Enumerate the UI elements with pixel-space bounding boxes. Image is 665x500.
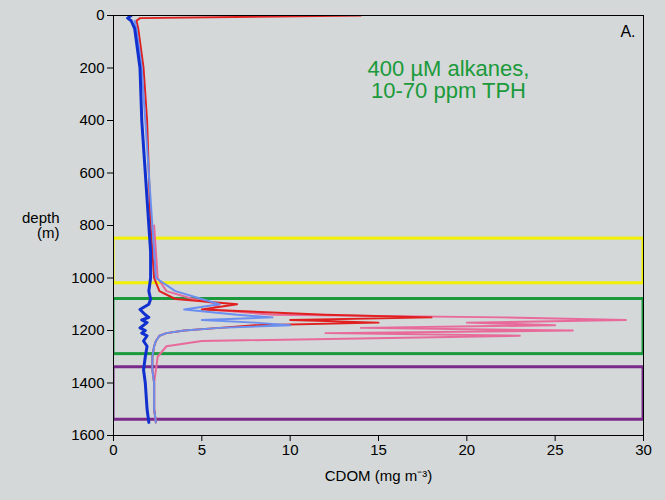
svg-text:1400: 1400	[71, 374, 104, 391]
svg-text:A.: A.	[620, 23, 635, 40]
svg-text:10: 10	[282, 441, 299, 458]
svg-text:1200: 1200	[71, 321, 104, 338]
svg-text:25: 25	[547, 441, 564, 458]
svg-text:20: 20	[458, 441, 475, 458]
svg-text:400: 400	[79, 111, 104, 128]
svg-text:800: 800	[79, 216, 104, 233]
svg-text:600: 600	[79, 164, 104, 181]
svg-text:200: 200	[79, 59, 104, 76]
svg-text:30: 30	[635, 441, 652, 458]
svg-text:0: 0	[109, 441, 117, 458]
svg-text:5: 5	[198, 441, 206, 458]
svg-text:CDOM (mg m⁻³): CDOM (mg m⁻³)	[325, 467, 432, 484]
svg-text:1600: 1600	[71, 426, 104, 443]
svg-text:0: 0	[96, 6, 104, 23]
svg-text:depth(m): depth(m)	[22, 209, 60, 241]
svg-text:1000: 1000	[71, 269, 104, 286]
svg-text:400 µM alkanes,10-70 ppm TPH: 400 µM alkanes,10-70 ppm TPH	[368, 56, 530, 103]
svg-text:15: 15	[370, 441, 387, 458]
